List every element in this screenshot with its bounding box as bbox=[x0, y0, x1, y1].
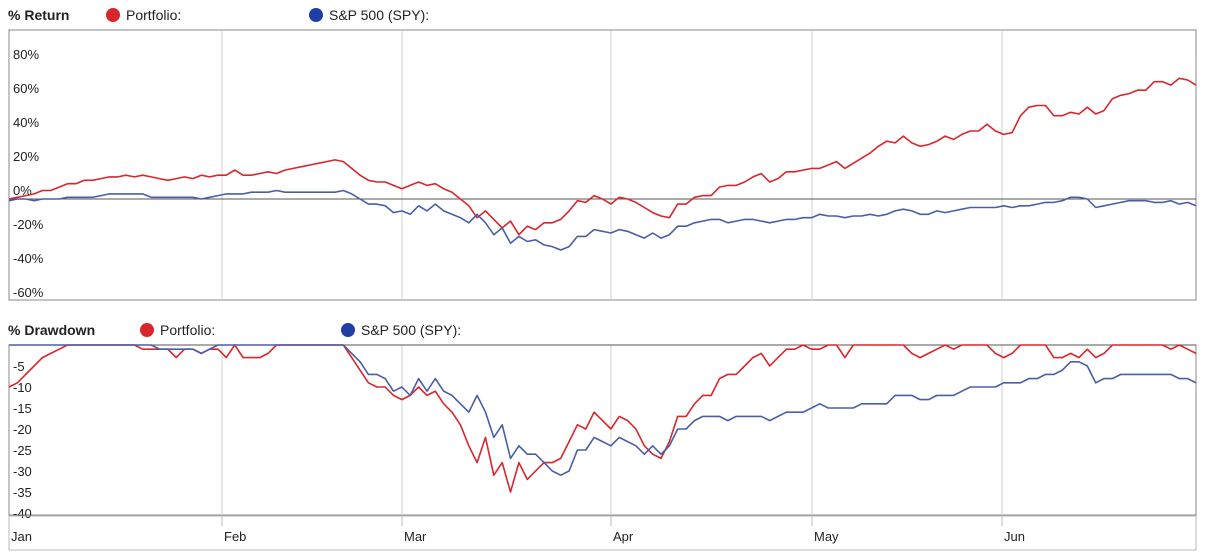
drawdown-y-tick-label: -25 bbox=[13, 443, 32, 458]
portfolio-legend-label: Portfolio: bbox=[160, 322, 216, 338]
drawdown-y-tick-label: -20 bbox=[13, 422, 32, 437]
spy-legend-label: S&P 500 (SPY): bbox=[361, 322, 462, 338]
return-y-tick-label: 80% bbox=[13, 47, 39, 62]
return-y-tick-label: 20% bbox=[13, 149, 39, 164]
return-y-tick-label: 0% bbox=[13, 183, 32, 198]
drawdown-y-tick-label: -35 bbox=[13, 485, 32, 500]
return-y-tick-label: 40% bbox=[13, 115, 39, 130]
month-tick-label: Mar bbox=[404, 529, 427, 544]
month-axis: Jan Feb Mar Apr May Jun bbox=[8, 515, 1197, 551]
month-tick-label: Jan bbox=[11, 529, 32, 544]
return-plot-frame bbox=[8, 29, 1197, 301]
portfolio-legend-dot bbox=[106, 8, 120, 22]
drawdown-y-tick-label: -5 bbox=[13, 359, 25, 374]
return-y-tick-label: 60% bbox=[13, 81, 39, 96]
month-tick-label: May bbox=[814, 529, 839, 544]
drawdown-chart-title: % Drawdown bbox=[8, 322, 96, 338]
month-axis-frame bbox=[8, 515, 1197, 551]
drawdown-chart: -5 -10 -15 -20 -25 -30 -35 -40 bbox=[8, 344, 1197, 521]
spy-drawdown-line bbox=[9, 344, 1197, 477]
spy-legend-dot bbox=[341, 323, 355, 337]
portfolio-legend-dot bbox=[140, 323, 154, 337]
return-y-tick-label: -60% bbox=[13, 285, 44, 300]
spy-legend-label: S&P 500 (SPY): bbox=[329, 7, 430, 23]
spy-return-line bbox=[8, 189, 1197, 251]
drawdown-y-tick-label: -15 bbox=[13, 401, 32, 416]
portfolio-return-line bbox=[8, 77, 1197, 236]
spy-legend-dot bbox=[309, 8, 323, 22]
drawdown-y-tick-label: -10 bbox=[13, 380, 32, 395]
return-y-tick-label: -40% bbox=[13, 251, 44, 266]
return-chart-title: % Return bbox=[8, 7, 70, 23]
month-tick-label: Jun bbox=[1004, 529, 1025, 544]
return-chart: 80% 60% 40% 20% 0% -20% -40% -60% bbox=[8, 29, 1197, 301]
portfolio-legend-label: Portfolio: bbox=[126, 7, 182, 23]
return-y-tick-label: -20% bbox=[13, 217, 44, 232]
portfolio-drawdown-line bbox=[8, 344, 1197, 493]
month-tick-label: Apr bbox=[613, 529, 634, 544]
drawdown-plot-frame bbox=[8, 344, 1197, 516]
drawdown-y-tick-label: -30 bbox=[13, 464, 32, 479]
drawdown-y-tick-label: -40 bbox=[13, 506, 32, 521]
month-tick-label: Feb bbox=[224, 529, 246, 544]
